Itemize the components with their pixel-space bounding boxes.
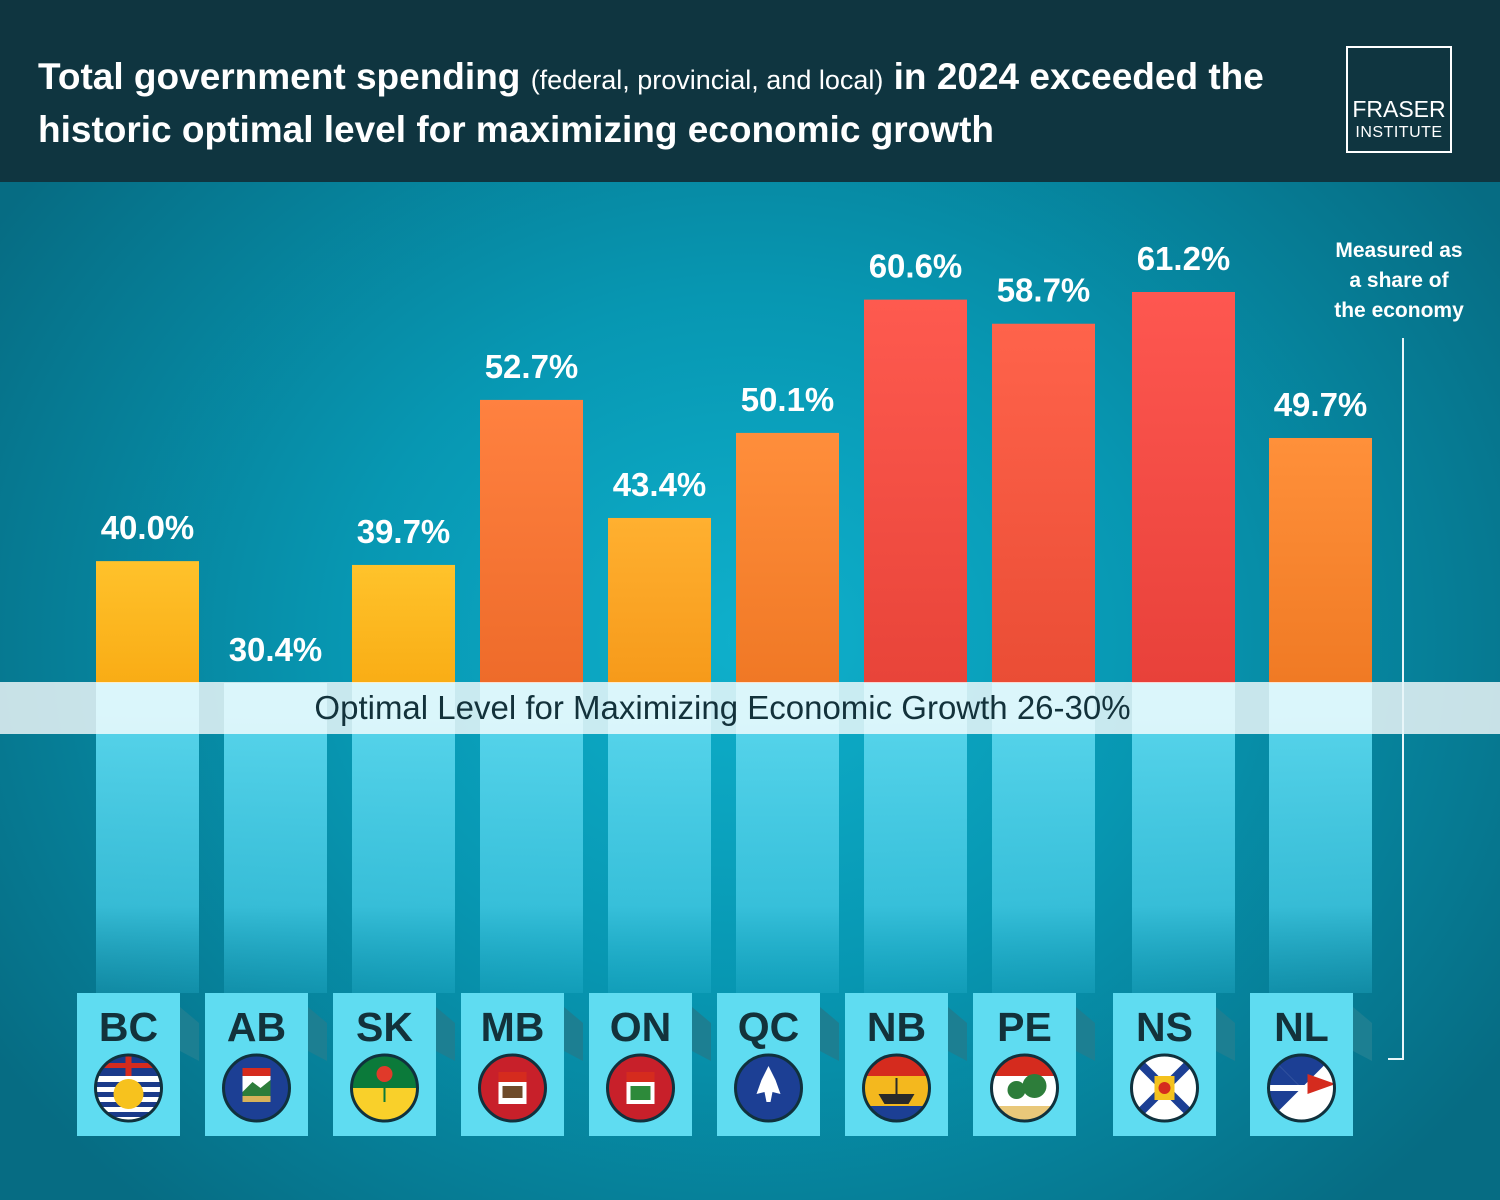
category-label: AB: [227, 1004, 286, 1050]
title-rest: in 2024 exceeded the historic optimal le…: [38, 56, 1264, 150]
category-label: BC: [99, 1004, 158, 1050]
bar-on: [608, 517, 711, 683]
bar-pe: [992, 323, 1095, 683]
qc-flag-icon: [734, 1053, 803, 1123]
title-subtext: (federal, provincial, and local): [530, 65, 884, 95]
value-label: 40.0%: [101, 509, 195, 546]
bc-flag-icon: [94, 1053, 163, 1123]
ns-flag-icon: [1130, 1053, 1199, 1123]
optimal-range-band: [0, 682, 1500, 734]
category-label: SK: [356, 1004, 413, 1050]
pe-flag-icon: [990, 1053, 1059, 1123]
header: Total government spending (federal, prov…: [0, 0, 1500, 182]
bar-bc: [96, 561, 199, 683]
card-fold: [180, 1007, 199, 1061]
card-fold: [948, 1007, 967, 1061]
value-label: 43.4%: [613, 466, 707, 503]
value-label: 30.4%: [229, 631, 323, 668]
category-label: NB: [867, 1004, 926, 1050]
category-labels-group: BC AB SK MB ON QC NB PE NS NL: [77, 993, 1372, 1136]
nb-flag-icon: [862, 1053, 931, 1123]
title-main: Total government spending: [38, 56, 521, 97]
bar-ns: [1132, 292, 1235, 683]
chart-title: Total government spending (federal, prov…: [38, 52, 1328, 155]
bar-base-shade: [1269, 683, 1372, 993]
value-labels-group: 40.0% 30.4% 39.7% 52.7% 43.4% 50.1% 60.6% 58.7%…: [101, 240, 1368, 668]
bars-group: [96, 292, 1372, 683]
note-line-2: a share of: [1349, 269, 1449, 292]
note-bracket-line: [1402, 338, 1404, 1060]
bar-base-shade: [864, 683, 967, 993]
note-line-1: Measured as: [1335, 239, 1463, 262]
category-label: NL: [1274, 1004, 1329, 1050]
bar-base-shade: [352, 683, 455, 993]
value-label: 58.7%: [997, 272, 1091, 309]
value-label: 49.7%: [1274, 386, 1368, 423]
value-label: 50.1%: [741, 381, 835, 418]
ab-flag-icon: [222, 1053, 291, 1123]
category-label: NS: [1136, 1004, 1193, 1050]
note-line-3: the economy: [1334, 299, 1464, 322]
bar-base-shade: [608, 683, 711, 993]
category-label: MB: [481, 1004, 545, 1050]
bar-shadow-group: [96, 683, 1372, 993]
bar-sk: [352, 564, 455, 683]
bar-qc: [736, 432, 839, 683]
nl-flag-icon: [1267, 1053, 1336, 1123]
card-fold: [692, 1007, 711, 1061]
on-flag-icon: [606, 1053, 675, 1123]
bar-base-shade: [992, 683, 1095, 993]
bar-nl: [1269, 437, 1372, 683]
sk-flag-icon: [350, 1053, 419, 1123]
bar-base-shade: [96, 683, 199, 993]
card-fold: [1076, 1007, 1095, 1061]
bar-mb: [480, 399, 583, 683]
card-fold: [564, 1007, 583, 1061]
value-label: 60.6%: [869, 248, 963, 285]
bar-base-shade: [1132, 683, 1235, 993]
bar-nb: [864, 299, 967, 683]
card-fold: [820, 1007, 839, 1061]
bar-base-shade: [736, 683, 839, 993]
card-fold: [308, 1007, 327, 1061]
category-label: ON: [610, 1004, 672, 1050]
measure-note: Measured as a share of the economy: [1310, 236, 1488, 326]
value-label: 52.7%: [485, 348, 579, 385]
card-fold: [1216, 1007, 1235, 1061]
card-fold: [436, 1007, 455, 1061]
fraser-institute-logo: FRASER INSTITUTE: [1346, 46, 1452, 153]
bar-base-shade: [480, 683, 583, 993]
logo-line-2: INSTITUTE: [1355, 124, 1443, 141]
category-label: QC: [738, 1004, 800, 1050]
mb-flag-icon: [478, 1053, 547, 1123]
card-fold: [1353, 1007, 1372, 1061]
note-bracket-tick: [1388, 1058, 1404, 1060]
bar-base-shade: [224, 683, 327, 993]
value-label: 61.2%: [1137, 240, 1231, 277]
optimal-range-label: Optimal Level for Maximizing Economic Gr…: [314, 689, 1131, 726]
category-label: PE: [997, 1004, 1052, 1050]
value-label: 39.7%: [357, 513, 451, 550]
logo-line-1: FRASER: [1352, 96, 1446, 122]
